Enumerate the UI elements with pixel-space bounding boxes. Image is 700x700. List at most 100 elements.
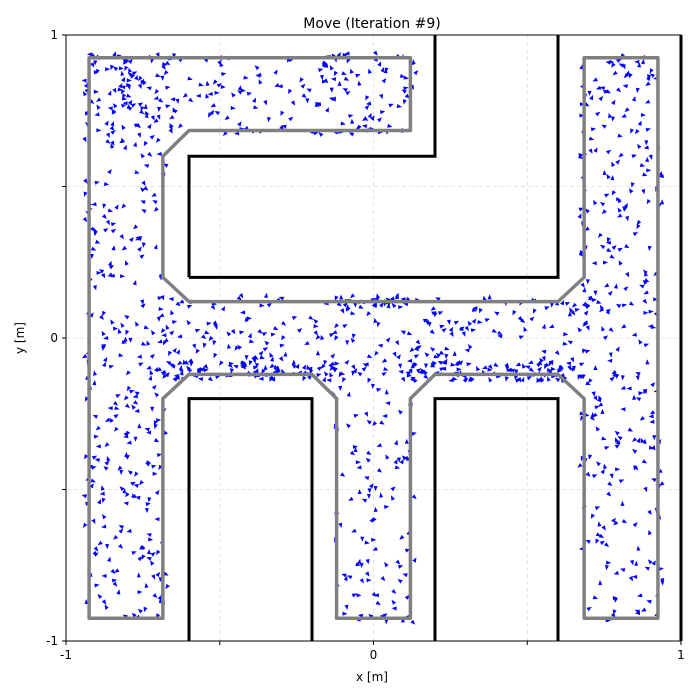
particle	[269, 352, 274, 358]
particle	[140, 187, 145, 193]
particle	[644, 278, 650, 282]
particle	[345, 307, 351, 312]
particle	[632, 448, 638, 454]
particle	[247, 332, 252, 339]
particle	[630, 182, 635, 188]
particle	[301, 364, 307, 370]
particle	[334, 323, 339, 329]
particle	[101, 213, 107, 219]
particle	[334, 295, 339, 301]
particle-cloud	[81, 50, 665, 625]
particle	[132, 394, 138, 399]
particle	[406, 373, 412, 378]
particle	[103, 357, 108, 363]
particle	[137, 556, 143, 562]
particle	[175, 374, 180, 380]
particle	[350, 118, 355, 124]
particle	[112, 581, 118, 587]
particle	[592, 595, 598, 600]
particle	[119, 469, 124, 475]
particle	[383, 68, 388, 74]
particle	[128, 337, 133, 343]
particle	[302, 375, 307, 382]
particle	[169, 330, 175, 336]
particle	[549, 302, 554, 308]
particle	[379, 420, 385, 425]
particle	[604, 283, 610, 288]
particle	[122, 488, 127, 494]
particle	[136, 572, 141, 578]
particle	[617, 247, 623, 252]
particle	[146, 557, 152, 561]
particle	[138, 362, 144, 367]
particle	[93, 89, 99, 94]
particle	[103, 466, 109, 471]
particle	[636, 223, 641, 230]
particle	[105, 219, 110, 226]
particle	[84, 396, 89, 402]
particle	[257, 329, 263, 334]
particle	[114, 204, 119, 210]
particle	[522, 363, 526, 369]
particle	[96, 97, 102, 102]
particle	[644, 140, 649, 146]
particle	[643, 290, 649, 295]
particle	[414, 346, 420, 352]
particle	[330, 353, 335, 359]
particle	[320, 334, 325, 341]
particle	[95, 239, 101, 244]
particle	[177, 334, 183, 339]
particle	[482, 365, 488, 369]
particle	[583, 310, 589, 316]
particle	[153, 423, 158, 430]
particle	[368, 68, 372, 74]
particle	[632, 232, 639, 237]
particle	[187, 358, 194, 363]
particle	[153, 118, 159, 123]
particle	[446, 319, 451, 325]
particle	[110, 140, 115, 146]
particle	[102, 361, 106, 367]
particle	[204, 330, 210, 335]
particle	[585, 325, 590, 331]
particle	[617, 207, 622, 213]
particle	[308, 315, 314, 320]
particle	[634, 128, 640, 134]
particle	[515, 362, 521, 367]
particle	[151, 192, 157, 197]
particle	[291, 316, 298, 320]
particle	[660, 199, 665, 205]
particle	[591, 298, 597, 303]
particle	[189, 361, 194, 367]
particle	[399, 73, 406, 78]
particle	[274, 82, 280, 88]
particle	[129, 390, 135, 394]
particle	[244, 355, 249, 361]
particle	[82, 136, 87, 143]
particle	[216, 83, 222, 88]
particle	[165, 324, 170, 330]
particle	[151, 574, 155, 580]
particle	[616, 303, 622, 309]
particle	[177, 360, 183, 366]
particle	[569, 307, 574, 313]
particle	[341, 573, 347, 578]
particle	[350, 293, 356, 299]
particle	[111, 245, 116, 251]
particle	[636, 545, 641, 551]
particle	[350, 68, 354, 74]
particle	[259, 303, 265, 308]
particle	[523, 326, 528, 332]
particle	[582, 321, 588, 327]
particle	[275, 365, 280, 371]
particle	[433, 354, 439, 359]
particle	[123, 144, 127, 150]
particle	[353, 302, 357, 308]
particle	[93, 434, 99, 439]
particle	[156, 367, 162, 372]
y-axis-ticks: -1 0 1	[46, 28, 66, 648]
particle	[344, 604, 349, 610]
particle	[580, 415, 585, 421]
particle	[122, 59, 128, 65]
